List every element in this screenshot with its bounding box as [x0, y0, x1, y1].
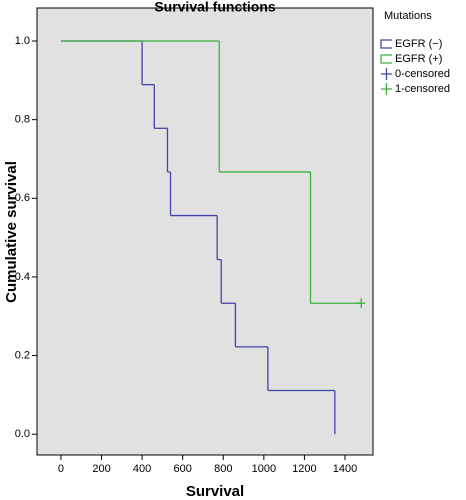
y-tick-label: 0.8: [15, 114, 30, 126]
legend-label: 0-censored: [395, 68, 450, 80]
x-tick-label: 0: [58, 463, 64, 475]
legend-swatch: [380, 54, 392, 64]
y-tick-label: 0.4: [15, 271, 30, 283]
x-tick-label: 1400: [333, 463, 357, 475]
censor-mark: [357, 298, 366, 309]
x-tick-label: 400: [133, 463, 151, 475]
y-tick-label: 0.6: [15, 192, 30, 204]
x-tick-label: 1200: [292, 463, 316, 475]
x-tick-label: 200: [92, 463, 110, 475]
legend-label: EGFR (−): [395, 38, 442, 50]
legend-swatch: [381, 83, 392, 95]
legend-swatch: [380, 39, 392, 49]
y-tick-label: 0.0: [15, 428, 30, 440]
x-axis-label: Survival: [186, 483, 244, 500]
legend-title: Mutations: [384, 10, 432, 22]
legend-label: 1-censored: [395, 83, 450, 95]
y-tick-label: 0.2: [15, 349, 30, 361]
legend-swatch: [381, 68, 392, 80]
plot-area: [36, 7, 374, 456]
y-tick-label: 1.0: [15, 35, 30, 47]
legend-label: EGFR (+): [395, 53, 442, 65]
y-axis-label: Cumulative survival: [3, 161, 20, 303]
x-tick-label: 600: [174, 463, 192, 475]
chart-title: Survival functions: [154, 0, 276, 15]
x-tick-label: 800: [214, 463, 232, 475]
x-tick-label: 1000: [252, 463, 276, 475]
